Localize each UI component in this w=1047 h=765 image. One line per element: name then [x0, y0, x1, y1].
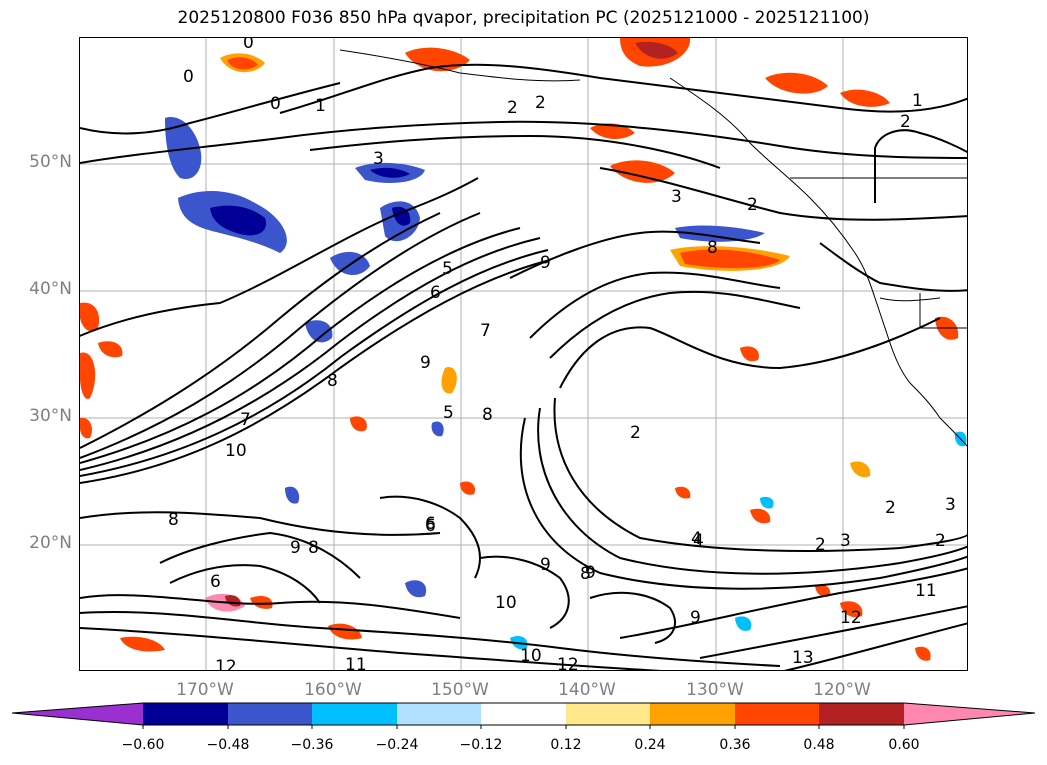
lat-label-40n: 40°N [29, 279, 72, 299]
contour-label: 8 [168, 510, 179, 530]
colorbar-bin [735, 703, 819, 725]
contour-labels: 0 0 0 1 2 2 2 1 2 3 3 2 4 5 6 9 7 8 8 9 … [168, 38, 956, 671]
contour-label: 8 [707, 238, 718, 258]
chart-title: 2025120800 F036 850 hPa qvapor, precipit… [177, 8, 870, 28]
contour-label: 2 [935, 531, 946, 551]
contour-label: 12 [215, 657, 237, 671]
contour-label: 2 [535, 93, 546, 113]
contour-label: 10 [225, 441, 247, 461]
lon-label-130w: 130°W [686, 680, 744, 700]
contour-label: 5 [443, 403, 454, 423]
contour-label: 8 [308, 538, 319, 558]
colorbar-tick: −0.12 [459, 737, 503, 753]
colorbar-bin [819, 703, 904, 725]
colorbar-tick: 0.36 [719, 737, 751, 753]
contour-label: 7 [240, 410, 251, 430]
contour-label: 10 [520, 646, 542, 666]
contour-label: 9 [290, 538, 301, 558]
contour-label: 2 [630, 423, 641, 443]
colorbar-bin [481, 703, 566, 725]
colorbar-tick: 0.60 [888, 737, 920, 753]
contour-label: 8 [482, 405, 493, 425]
contour-label: 8 [580, 564, 591, 584]
contour-label: 1 [315, 96, 326, 116]
lat-label-50n: 50°N [29, 152, 72, 172]
contour-label: 6 [430, 283, 441, 303]
contour-label: 2 [815, 535, 826, 555]
contour-label: 0 [183, 67, 194, 87]
colorbar-bin [566, 703, 650, 725]
contour-label: 2 [507, 98, 518, 118]
colorbar-bin [228, 703, 312, 725]
contour-label: 5 [442, 259, 453, 279]
colorbar-tick: −0.60 [121, 737, 165, 753]
coastlines [339, 49, 967, 447]
colorbar-bin [143, 703, 228, 725]
lon-label-120w: 120°W [813, 680, 871, 700]
contour-label: 10 [495, 593, 517, 613]
map-panel: 0 0 0 1 2 2 2 1 2 3 3 2 4 5 6 9 7 8 8 9 … [79, 37, 968, 671]
colorbar-bin [650, 703, 735, 725]
contour-label: 3 [840, 531, 851, 551]
contour-label: 9 [420, 353, 431, 373]
lat-label-20n: 20°N [29, 533, 72, 553]
colorbar-tick: 0.48 [803, 737, 835, 753]
contour-label: 6 [425, 514, 436, 534]
contour-lines [80, 63, 967, 670]
contour-label: 9 [540, 555, 551, 575]
lon-label-150w: 150°W [431, 680, 489, 700]
contour-label: 4 [693, 531, 704, 551]
contour-label: 3 [373, 149, 384, 169]
colorbar-over-arrow [904, 703, 1035, 725]
contour-label: 11 [345, 655, 367, 671]
contour-label: 2 [747, 195, 758, 215]
contour-label: 3 [671, 187, 682, 207]
contour-label: 0 [243, 38, 254, 53]
colorbar [11, 702, 1036, 729]
colorbar-tick: 0.12 [550, 737, 582, 753]
colorbar-tick: −0.36 [290, 737, 334, 753]
contour-label: 6 [210, 572, 221, 592]
contour-label: 3 [945, 495, 956, 515]
precip-positive [80, 38, 959, 661]
contour-label: 9 [585, 563, 596, 583]
lon-label-170w: 170°W [176, 680, 234, 700]
contour-label: 4 [691, 529, 702, 549]
contour-label: 8 [327, 371, 338, 391]
contour-label: 6 [425, 516, 436, 536]
colorbar-bin [397, 703, 481, 725]
colorbar-tick: −0.48 [206, 737, 250, 753]
contour-label: 12 [557, 655, 579, 671]
contour-label: 13 [792, 648, 814, 668]
colorbar-bin [312, 703, 397, 725]
contour-label: 7 [480, 321, 491, 341]
colorbar-tick: 0.24 [634, 737, 666, 753]
contour-label: 11 [915, 581, 937, 601]
lon-label-160w: 160°W [304, 680, 362, 700]
map-svg: 0 0 0 1 2 2 2 1 2 3 3 2 4 5 6 9 7 8 8 9 … [80, 38, 967, 671]
colorbar-under-arrow [12, 703, 143, 725]
contour-label: 9 [690, 608, 701, 628]
colorbar-tick: −0.24 [375, 737, 419, 753]
contour-label: 0 [270, 94, 281, 114]
contour-label: 12 [840, 608, 862, 628]
lat-label-30n: 30°N [29, 406, 72, 426]
contour-label: 2 [885, 498, 896, 518]
contour-label: 1 [912, 91, 923, 111]
contour-label: 2 [900, 112, 911, 132]
gridlines [80, 38, 967, 670]
lon-label-140w: 140°W [558, 680, 616, 700]
contour-label: 9 [540, 253, 551, 273]
